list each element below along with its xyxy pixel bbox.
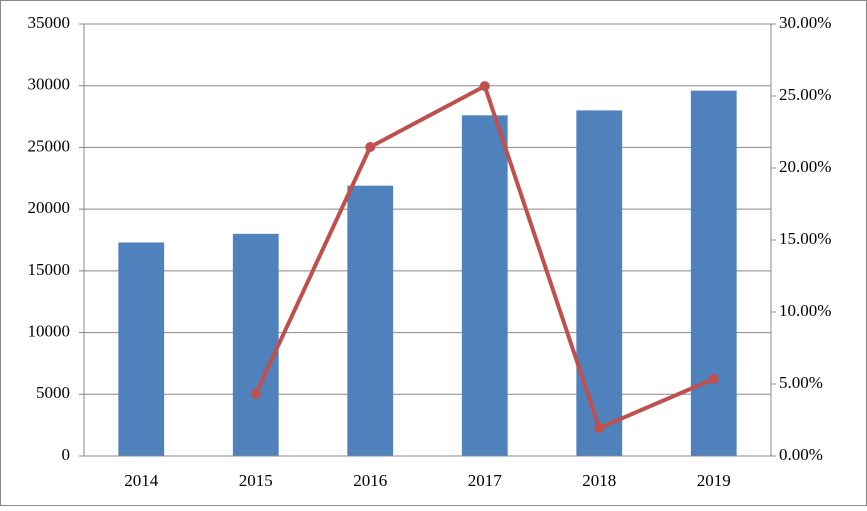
x-tick-label: 2014	[124, 471, 159, 490]
y-tick-label: 0	[62, 445, 71, 464]
y2-tick-label: 25.00%	[779, 85, 831, 104]
x-tick-label: 2016	[353, 471, 387, 490]
bar	[576, 110, 623, 457]
y-tick-label: 20000	[28, 198, 71, 217]
y-tick-label: 25000	[28, 136, 71, 155]
bar	[347, 185, 394, 457]
x-tick-label: 2019	[697, 471, 731, 490]
line-marker	[365, 141, 376, 152]
y2-tick-label: 20.00%	[779, 157, 831, 176]
bar	[461, 115, 508, 456]
x-tick-label: 2015	[239, 471, 273, 490]
line-marker	[479, 81, 490, 92]
y2-tick-label: 5.00%	[779, 373, 823, 392]
y-tick-label: 30000	[28, 75, 71, 94]
y2-tick-label: 30.00%	[779, 13, 831, 32]
x-tick-label: 2018	[582, 471, 616, 490]
y-tick-label: 5000	[36, 383, 70, 402]
line-marker	[708, 373, 719, 384]
bar	[118, 242, 165, 456]
line-marker	[594, 423, 605, 434]
y2-tick-label: 0.00%	[779, 445, 823, 464]
y2-tick-label: 10.00%	[779, 301, 831, 320]
y-tick-label: 35000	[28, 13, 71, 32]
line-marker	[250, 388, 261, 399]
x-tick-label: 2017	[468, 471, 503, 490]
bar	[232, 233, 279, 456]
y-tick-label: 15000	[28, 260, 71, 279]
y2-tick-label: 15.00%	[779, 229, 831, 248]
y-tick-label: 10000	[28, 321, 71, 340]
bar	[690, 90, 737, 456]
